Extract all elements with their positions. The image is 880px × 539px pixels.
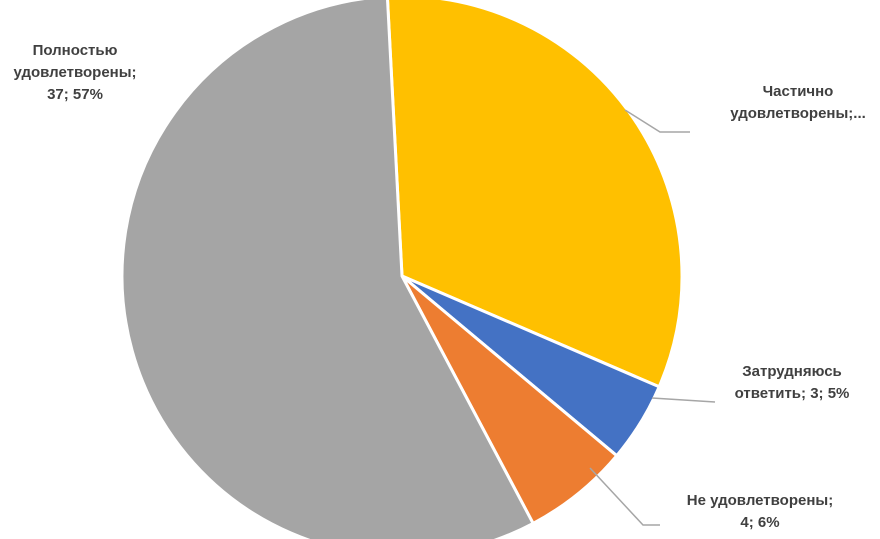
- data-label-line: удовлетворены;...: [730, 105, 866, 122]
- pie-slice-1: [386, 0, 684, 389]
- leader-line-2: [651, 397, 716, 403]
- data-label-line: удовлетворены;: [13, 64, 136, 81]
- data-label-line: ответить; 3; 5%: [735, 385, 850, 402]
- data-label-2: Затрудняюсь ответить; 3; 5%: [735, 363, 850, 402]
- data-label-1: Частично удовлетворены;...: [730, 83, 866, 122]
- leader-line-3: [589, 467, 660, 526]
- leader-lines: [589, 109, 716, 526]
- pie-slices: [120, 0, 684, 539]
- data-label-line: Не удовлетворены;: [687, 492, 833, 509]
- data-labels: Частично удовлетворены;... Затрудняюсь отве…: [13, 42, 865, 531]
- data-label-line: Затрудняюсь: [742, 363, 842, 380]
- data-label-line: 4; 6%: [740, 514, 779, 531]
- data-label-line: 37; 57%: [47, 86, 103, 103]
- data-label-line: Частично: [763, 83, 834, 100]
- data-label-4: Полностью удовлетворены; 37; 57%: [13, 42, 136, 103]
- leader-line-1: [624, 109, 690, 133]
- data-label-3: Не удовлетворены; 4; 6%: [687, 492, 833, 531]
- data-label-line: Полностью: [33, 42, 118, 59]
- pie-slice-4: [120, 0, 535, 539]
